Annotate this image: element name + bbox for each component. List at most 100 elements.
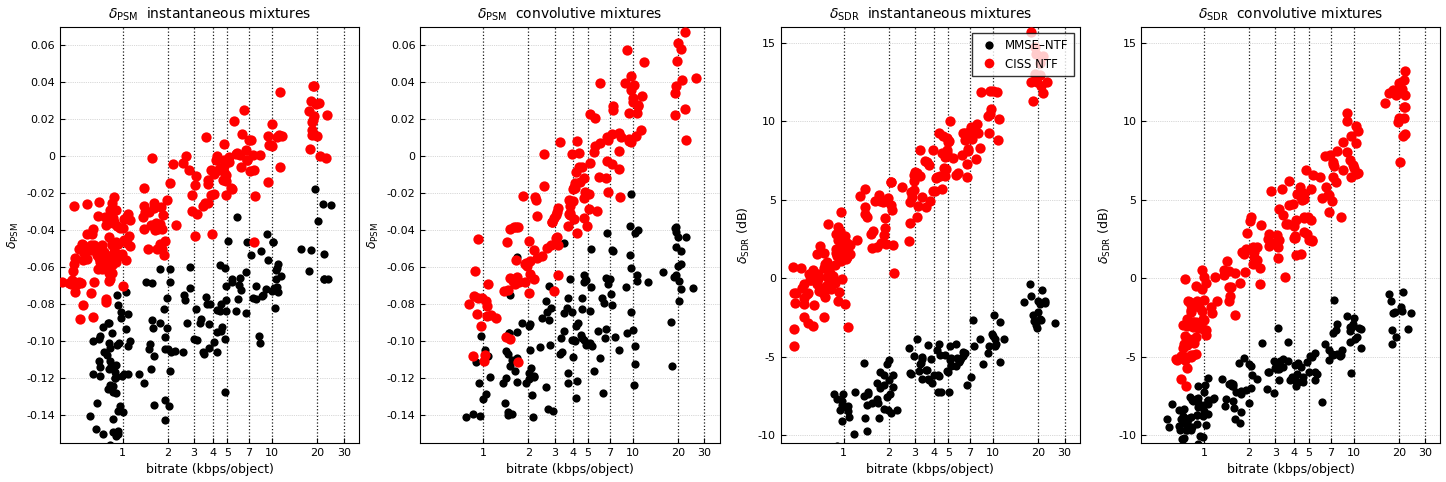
Point [936,134,959,141]
Point [87,266,110,273]
Point [805,280,829,288]
Point [954,136,977,144]
Point [622,80,645,88]
Point [565,394,589,402]
Point [902,352,925,360]
Point [1223,311,1246,319]
Point [829,208,852,216]
Point [954,349,977,357]
Point [853,203,876,211]
Point [1297,368,1320,376]
Point [104,238,127,246]
Point [1034,297,1057,305]
Point [320,201,343,209]
Point [600,160,623,167]
Point [97,339,120,347]
Point [213,168,236,176]
Point [1257,235,1280,242]
Point [149,320,172,327]
Point [1218,283,1241,291]
Point [792,280,816,288]
Point [538,282,561,290]
Point [1187,324,1210,332]
Point [98,259,121,267]
Point [518,237,541,245]
Point [856,401,879,409]
Point [837,402,860,409]
Title: $\delta_{\rm PSM}$  convolutive mixtures: $\delta_{\rm PSM}$ convolutive mixtures [477,6,662,23]
Point [213,388,236,396]
Point [1390,303,1413,311]
Point [972,361,995,368]
Point [927,340,950,348]
Point [878,376,901,384]
Point [197,320,220,328]
Point [80,241,103,249]
Point [1391,308,1414,315]
Point [266,134,289,141]
Point [457,301,480,308]
Point [495,347,518,354]
Point [1228,359,1251,366]
Point [578,307,602,314]
Point [1174,382,1197,389]
Point [782,289,805,297]
Point [824,245,847,253]
Point [1018,281,1041,288]
Point [1024,43,1047,51]
Point [600,301,623,309]
Point [925,346,949,353]
Point [1392,114,1416,122]
Point [607,129,630,136]
Point [1257,369,1280,376]
Point [824,230,847,238]
Point [792,295,816,302]
Point [299,246,322,254]
Point [1197,397,1220,404]
Point [817,284,840,292]
Point [87,335,110,343]
Point [1194,326,1218,334]
Point [1301,171,1325,179]
Point [897,344,920,352]
Point [461,352,484,360]
Point [946,354,969,362]
Point [506,223,529,230]
Point [833,243,856,251]
Point [1220,382,1244,390]
Point [908,147,931,154]
Point [1342,164,1365,172]
Point [782,325,805,333]
Point [853,392,876,400]
Point [1314,183,1338,190]
Point [1285,371,1309,378]
Point [807,270,830,278]
Point [548,138,571,146]
Point [865,395,888,402]
Point [1303,376,1326,384]
Point [1231,248,1254,256]
Point [171,348,194,356]
Point [90,241,113,249]
Point [244,295,268,303]
Point [544,211,567,219]
Point [315,111,338,119]
Point [104,389,127,397]
Point [1229,390,1252,398]
Point [88,372,111,380]
Point [947,358,970,366]
Point [898,369,921,377]
Point [837,407,860,415]
Point [1287,378,1310,386]
Point [61,276,84,283]
Point [1378,290,1401,297]
Point [936,138,959,146]
Point [1193,273,1216,281]
Point [946,169,969,177]
Point [979,106,1002,113]
Point [505,354,528,362]
Point [213,264,236,271]
Point [1024,70,1047,78]
Point [826,297,849,305]
Point [132,225,155,232]
